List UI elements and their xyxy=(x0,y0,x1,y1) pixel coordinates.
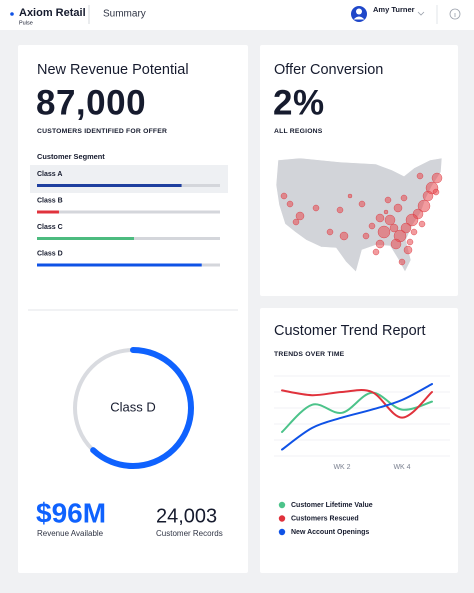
legend-swatch xyxy=(278,501,286,509)
map-dot xyxy=(393,203,403,213)
product: Pulse xyxy=(19,20,33,26)
legend-label[interactable]: Customer Lifetime Value xyxy=(291,502,373,509)
map-dot xyxy=(292,218,300,226)
selected-row xyxy=(30,165,228,193)
user-menu-chevron[interactable] xyxy=(417,11,425,16)
info-icon[interactable] xyxy=(449,8,461,20)
legend-swatch xyxy=(278,515,286,522)
legend-swatch xyxy=(278,528,286,536)
revenue-card xyxy=(18,45,248,573)
map-dot xyxy=(339,231,349,241)
header-bar xyxy=(0,0,474,30)
map-dot xyxy=(416,172,424,180)
donut-label: Class D xyxy=(110,399,156,414)
segment-label[interactable]: Class B xyxy=(37,197,63,204)
kpi-value: 2% xyxy=(273,83,325,122)
map-dot xyxy=(417,199,431,213)
map-dot xyxy=(383,209,389,215)
map-dot xyxy=(377,225,391,239)
user-name[interactable]: Amy Turner xyxy=(373,5,415,14)
map-dot xyxy=(384,196,392,204)
segment-title: Customer Segment xyxy=(37,152,105,161)
chart-title: Customer Trend Report xyxy=(274,323,426,339)
stat-value: 24,003 xyxy=(156,505,217,527)
segment-label[interactable]: Class D xyxy=(37,250,63,257)
map-dot xyxy=(431,172,443,184)
segment-label[interactable]: Class C xyxy=(37,224,63,231)
map-dot xyxy=(312,204,320,212)
map-dot xyxy=(326,228,334,236)
progress-fill xyxy=(37,237,134,240)
map-dot xyxy=(403,245,413,255)
kpi-caption: CUSTOMERS IDENTIFIED FOR OFFER xyxy=(37,128,167,135)
progress-track xyxy=(37,210,220,214)
progress-fill xyxy=(37,210,59,214)
donut-arc xyxy=(72,347,194,469)
legend-label[interactable]: New Account Openings xyxy=(291,529,369,536)
map-dot xyxy=(375,239,385,249)
brand-dot xyxy=(10,12,14,16)
legend-label[interactable]: Customers Rescued xyxy=(291,515,359,522)
x-tick-label: WK 2 xyxy=(333,464,350,471)
map-dot xyxy=(286,200,294,208)
map-dot xyxy=(347,193,353,199)
map-dot xyxy=(390,238,402,250)
progress-fill xyxy=(37,184,182,187)
map-dot xyxy=(406,238,414,246)
card-title: New Revenue Potential xyxy=(37,62,189,78)
avatar-head xyxy=(356,8,362,15)
map-dot xyxy=(398,258,406,266)
kpi-value: 87,000 xyxy=(36,83,146,122)
brand: Axiom Retail xyxy=(19,7,86,19)
map-dot xyxy=(400,194,408,202)
map-dot xyxy=(280,192,288,200)
card-title: Offer Conversion xyxy=(274,62,383,78)
stat-label: Revenue Available xyxy=(37,529,104,538)
series-line xyxy=(281,391,433,433)
map-dot xyxy=(418,220,426,228)
stat-label: Customer Records xyxy=(156,529,223,538)
map-dot xyxy=(295,211,305,221)
segment-label[interactable]: Class A xyxy=(37,171,62,178)
chart-subtitle: TRENDS OVER TIME xyxy=(274,351,345,358)
avatar-body xyxy=(353,16,365,20)
x-tick-label: WK 4 xyxy=(393,464,410,471)
progress-fill xyxy=(37,263,202,267)
stat-value: $96M xyxy=(36,497,106,528)
series-line xyxy=(281,383,433,451)
map-dot xyxy=(368,222,376,230)
trend-card xyxy=(260,308,458,573)
page-name[interactable]: Summary xyxy=(103,9,146,20)
map-dot xyxy=(384,214,396,226)
map-dot xyxy=(358,200,366,208)
map-dot xyxy=(336,206,344,214)
map-dot xyxy=(400,222,412,234)
map-dot xyxy=(362,232,370,240)
map-dot xyxy=(422,190,434,202)
kpi-caption: ALL REGIONS xyxy=(274,128,323,135)
map-dot xyxy=(410,228,418,236)
map-dot xyxy=(432,188,440,196)
map-dot xyxy=(405,213,419,227)
map-dot xyxy=(389,223,399,233)
series-line xyxy=(281,388,433,419)
map-dot xyxy=(375,213,385,223)
map-dot xyxy=(372,248,380,256)
